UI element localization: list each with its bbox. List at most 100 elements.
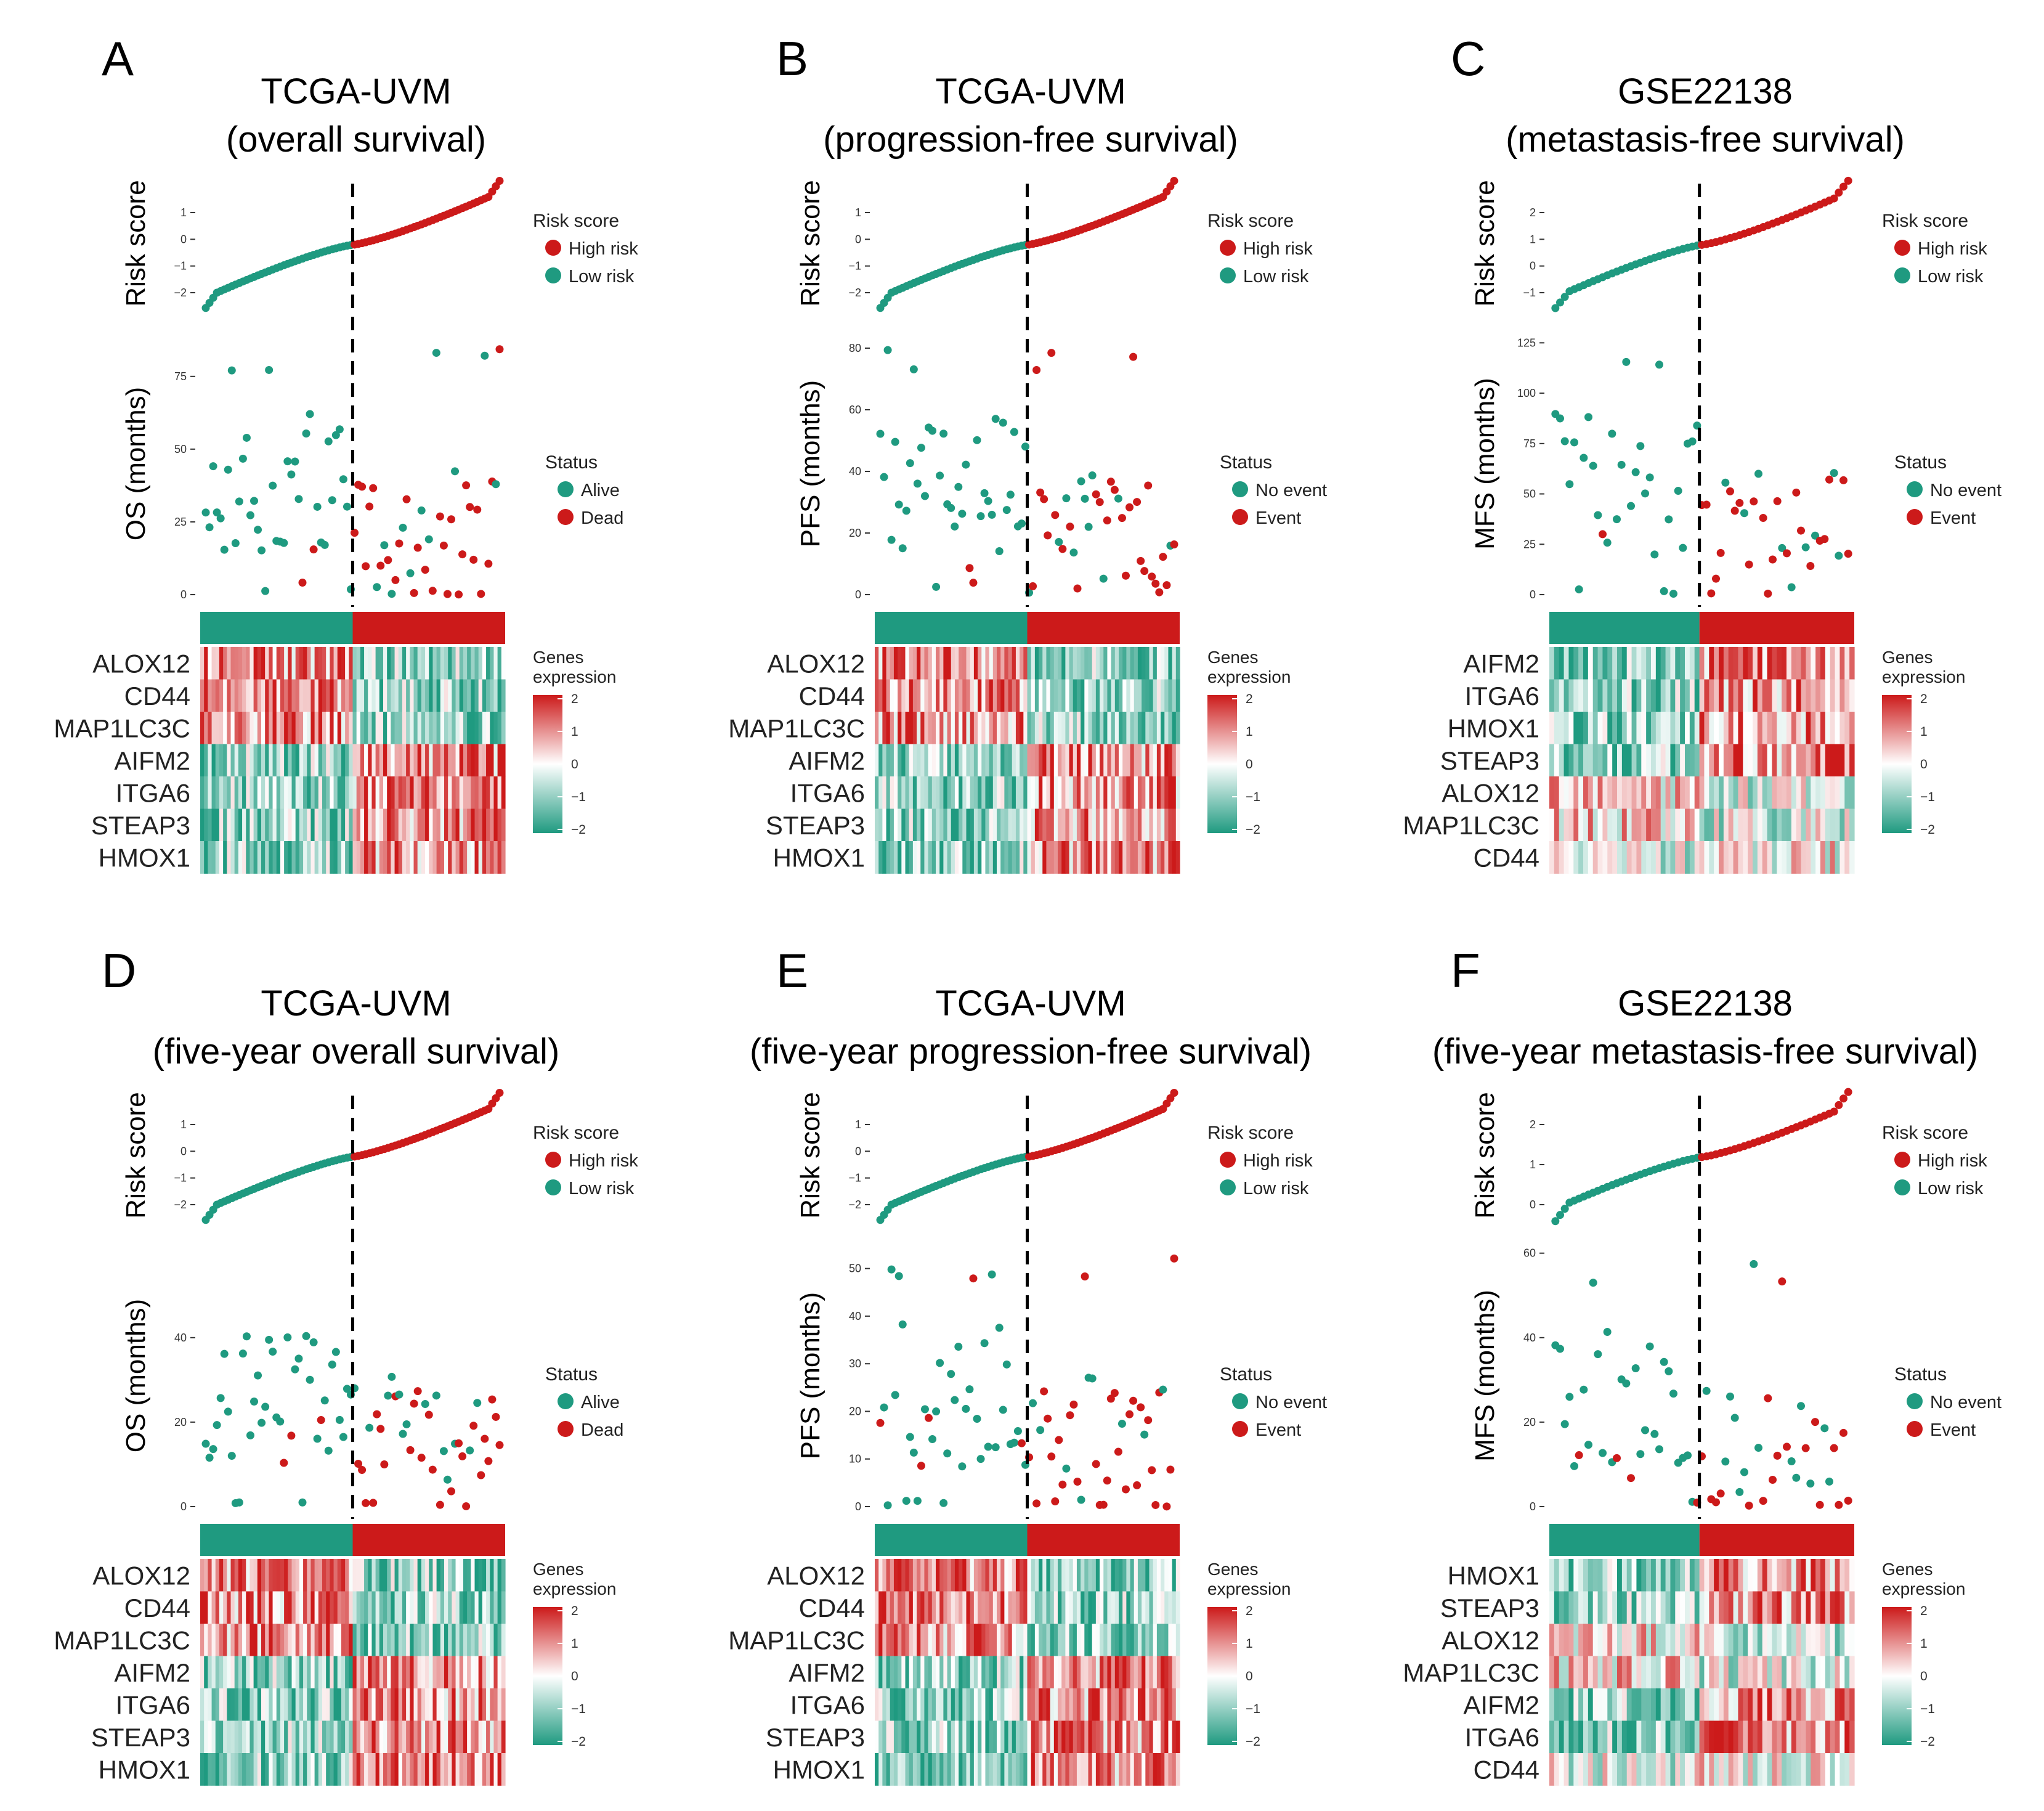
heatmap-cell — [1675, 712, 1681, 744]
heatmap-cell — [471, 712, 476, 744]
heatmap-cell — [269, 808, 274, 842]
heatmap-cell — [1175, 776, 1180, 809]
heatmap-cell — [1602, 776, 1608, 809]
heatmap-cell — [349, 1624, 354, 1656]
heatmap-cell — [501, 1624, 506, 1656]
heatmap-cell — [204, 841, 208, 874]
heatmap-cell — [234, 776, 239, 809]
heatmap-cell — [215, 808, 220, 842]
heatmap-cell — [1111, 776, 1116, 809]
legend-status-dead-label: Dead — [581, 1420, 623, 1440]
heatmap-cell — [493, 1559, 498, 1592]
heatmap-cell — [371, 1591, 376, 1624]
heatmap-cell — [444, 808, 448, 842]
risk-tick-label: 0 — [855, 1145, 861, 1157]
heatmap-cell — [905, 1753, 910, 1786]
risk-tick-label: 0 — [1530, 1199, 1536, 1211]
group-bar-high — [1699, 612, 1854, 644]
survival-point — [1032, 1499, 1041, 1508]
survival-point — [1021, 442, 1029, 451]
heatmap-cell — [1050, 776, 1055, 809]
colorbar-tick-label: 0 — [1920, 1669, 1928, 1683]
heatmap-cell — [219, 1624, 224, 1656]
survival-tick-label: 50 — [849, 1263, 861, 1275]
heatmap-cell — [391, 647, 395, 680]
heatmap-cell — [413, 744, 418, 777]
heatmap-cell — [1039, 1559, 1043, 1592]
heatmap-cell — [1103, 712, 1108, 744]
colorbar-tick-label: −1 — [1920, 790, 1935, 804]
heatmap-cell — [1670, 744, 1676, 777]
heatmap-cell — [417, 1624, 422, 1656]
heatmap-cell — [978, 1591, 982, 1624]
survival-point — [1594, 511, 1602, 519]
survival-point — [1665, 1367, 1673, 1375]
gene-label: MAP1LC3C — [1403, 811, 1539, 840]
heatmap-cell — [1156, 712, 1161, 744]
heatmap-cell — [493, 776, 498, 809]
heatmap-cell — [890, 1753, 894, 1786]
heatmap-row — [1549, 1591, 1855, 1624]
heatmap-cell — [1073, 647, 1077, 680]
heatmap-cell — [246, 1688, 251, 1721]
heatmap-cell — [227, 1559, 232, 1592]
heatmap-cell — [1583, 1720, 1589, 1754]
heatmap-cell — [1076, 1753, 1081, 1786]
heatmap-cell — [1578, 679, 1584, 712]
legend-status-alive-dot — [1907, 481, 1923, 497]
legend-genes-title: Genes — [1882, 1560, 1933, 1579]
survival-point — [261, 587, 270, 595]
heatmap-row — [200, 1753, 506, 1786]
heatmap-cell — [1583, 808, 1589, 842]
heatmap-cell — [387, 776, 391, 809]
heatmap-cell — [1069, 1559, 1074, 1592]
heatmap-cell — [962, 1591, 967, 1624]
heatmap-cell — [429, 1624, 434, 1656]
heatmap-cell — [1042, 841, 1047, 874]
survival-point — [265, 365, 274, 374]
heatmap-cell — [1137, 1591, 1142, 1624]
heatmap-cell — [1568, 1656, 1574, 1689]
legend-risk-title: Risk score — [533, 1123, 619, 1143]
heatmap-cell — [1031, 1656, 1036, 1689]
heatmap-cell — [486, 1591, 490, 1624]
heatmap-cell — [1088, 679, 1093, 712]
heatmap-cell — [1103, 679, 1108, 712]
legend-status-dead-dot — [1907, 1421, 1923, 1437]
heatmap-cell — [341, 1753, 346, 1786]
heatmap-cell — [383, 712, 387, 744]
heatmap-cell — [973, 1720, 978, 1754]
heatmap-cell — [295, 841, 300, 874]
heatmap-cell — [1130, 1624, 1135, 1656]
survival-point — [936, 1359, 944, 1367]
heatmap-cell — [1820, 1591, 1826, 1624]
heatmap-cell — [1714, 1753, 1719, 1786]
heatmap-cell — [1156, 1591, 1161, 1624]
heatmap-cell — [1714, 1591, 1719, 1624]
heatmap-cell — [1801, 712, 1807, 744]
heatmap-cell — [387, 679, 391, 712]
heatmap-cell — [1145, 808, 1150, 842]
heatmap-cell — [890, 1688, 894, 1721]
heatmap-cell — [249, 776, 254, 809]
heatmap-cell — [493, 1591, 498, 1624]
heatmap-cell — [322, 841, 326, 874]
heatmap-cell — [391, 1591, 395, 1624]
survival-point — [283, 1333, 292, 1341]
gene-label: HMOX1 — [99, 1755, 190, 1784]
survival-point — [1110, 1389, 1119, 1398]
heatmap-cell — [490, 1624, 495, 1656]
heatmap-cell — [1069, 808, 1074, 842]
heatmap-cell — [452, 1591, 456, 1624]
heatmap-cell — [1122, 776, 1127, 809]
heatmap-cell — [215, 679, 220, 712]
survival-point — [447, 515, 455, 524]
heatmap-cell — [1554, 1688, 1560, 1721]
heatmap-cell — [1631, 1624, 1637, 1656]
heatmap-cell — [265, 679, 269, 712]
survival-point — [1051, 511, 1060, 519]
heatmap-cell — [448, 1753, 452, 1786]
heatmap-cell — [1592, 744, 1599, 777]
heatmap-cell — [356, 1720, 361, 1754]
heatmap-cell — [1588, 776, 1594, 809]
